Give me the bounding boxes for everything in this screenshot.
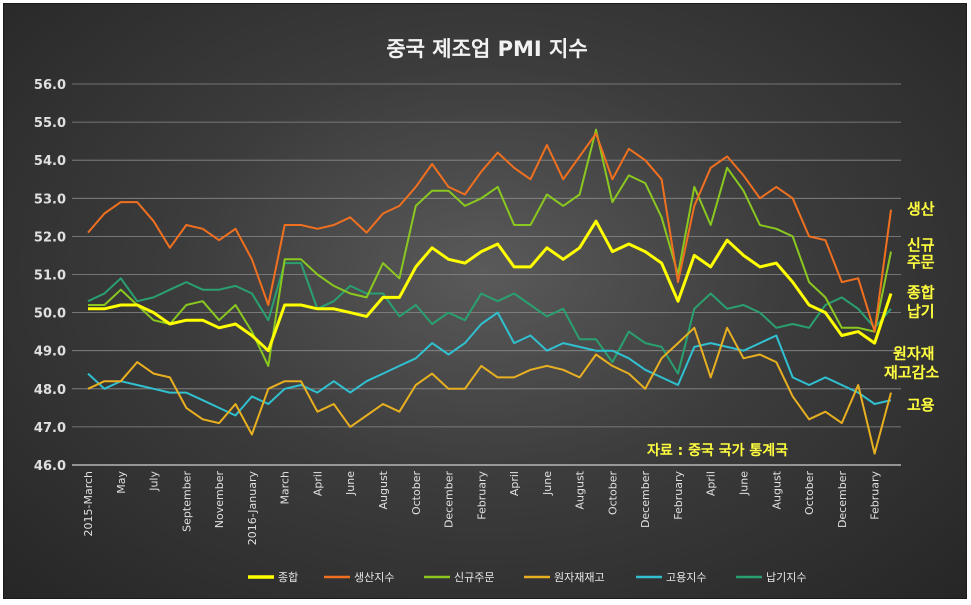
y-tick-label: 48.0	[34, 383, 66, 398]
x-tick-label: February	[475, 471, 488, 520]
y-tick-label: 50.0	[34, 307, 66, 322]
gridlines	[72, 83, 901, 466]
x-tick-label: December	[639, 471, 652, 529]
y-tick-label: 55.0	[34, 116, 66, 131]
legend-label: 원자재재고	[554, 571, 605, 584]
x-tick-label: June	[541, 471, 554, 496]
x-tick-label: September	[180, 471, 193, 532]
series-end-label: 생산	[907, 200, 935, 218]
legend-label: 신규주문	[454, 571, 494, 584]
series-line-2	[87, 132, 892, 333]
series-end-label: 종합	[907, 284, 935, 302]
series-line-1	[88, 219, 893, 353]
series-end-label: 주문	[907, 253, 935, 271]
x-axis-ticks: 2015-March May July September November 2016-J…	[82, 470, 882, 545]
legend-label: 생산지수	[354, 571, 394, 584]
legend-label: 고용지수	[666, 571, 706, 584]
y-tick-label: 52.0	[34, 230, 66, 245]
pmi-line-chart: 중국 제조업 PMI 지수 46.0 47.0 48.0 49.0 50.0 51.0 52…	[34, 37, 939, 584]
series-line-4	[87, 326, 892, 455]
x-tick-label: April	[508, 471, 521, 496]
series-end-label: 고용	[907, 396, 935, 414]
x-tick-label: December	[836, 471, 849, 529]
x-tick-label: August	[377, 470, 390, 509]
y-tick-label: 54.0	[34, 154, 66, 169]
series-end-label: 신규	[907, 236, 935, 254]
x-tick-label: December	[443, 471, 456, 529]
chart-frame: 중국 제조업 PMI 지수 46.0 47.0 48.0 49.0 50.0 51.0 52…	[3, 3, 967, 599]
x-tick-label: 2015-March	[82, 471, 95, 537]
x-tick-label: February	[672, 471, 685, 520]
x-tick-label: 2016-January	[246, 471, 259, 546]
y-tick-label: 53.0	[34, 192, 66, 207]
x-tick-label: November	[213, 471, 226, 529]
series-end-label: 원자재	[893, 345, 934, 363]
x-tick-label: October	[803, 471, 816, 515]
y-axis-ticks: 46.0 47.0 48.0 49.0 50.0 51.0 52.0 53.0 54.0 55.0…	[34, 78, 66, 474]
y-tick-label: 46.0	[34, 459, 66, 474]
x-tick-label: August	[574, 470, 587, 509]
series-line-6	[87, 262, 892, 375]
y-tick-label: 47.0	[34, 421, 66, 436]
x-tick-label: March	[279, 471, 292, 505]
series-lines	[87, 128, 893, 455]
x-tick-label: April	[311, 471, 324, 496]
series-end-label: 재고감소	[884, 364, 939, 382]
y-tick-label: 56.0	[34, 78, 66, 93]
source-note: 자료 : 중국 국가 통계국	[647, 443, 788, 459]
y-tick-label: 51.0	[34, 269, 66, 284]
x-tick-label: February	[869, 471, 882, 520]
legend-label: 종합	[278, 571, 298, 584]
series-line-3	[88, 128, 892, 367]
series-end-label: 납기	[907, 303, 935, 321]
x-tick-label: July	[148, 471, 161, 492]
chart-title: 중국 제조업 PMI 지수	[386, 37, 587, 61]
y-tick-label: 49.0	[34, 345, 66, 360]
x-tick-label: October	[410, 471, 423, 515]
x-tick-label: May	[115, 471, 128, 494]
x-tick-label: August	[770, 470, 783, 509]
x-tick-label: June	[344, 471, 357, 496]
series-line-5	[87, 311, 892, 417]
legend: 종합 생산지수 신규주문 원자재재고 고용지수 납기지수	[248, 571, 806, 584]
x-tick-label: June	[738, 471, 751, 496]
x-tick-label: October	[606, 471, 619, 515]
legend-label: 납기지수	[766, 571, 806, 584]
x-tick-label: April	[705, 471, 718, 496]
